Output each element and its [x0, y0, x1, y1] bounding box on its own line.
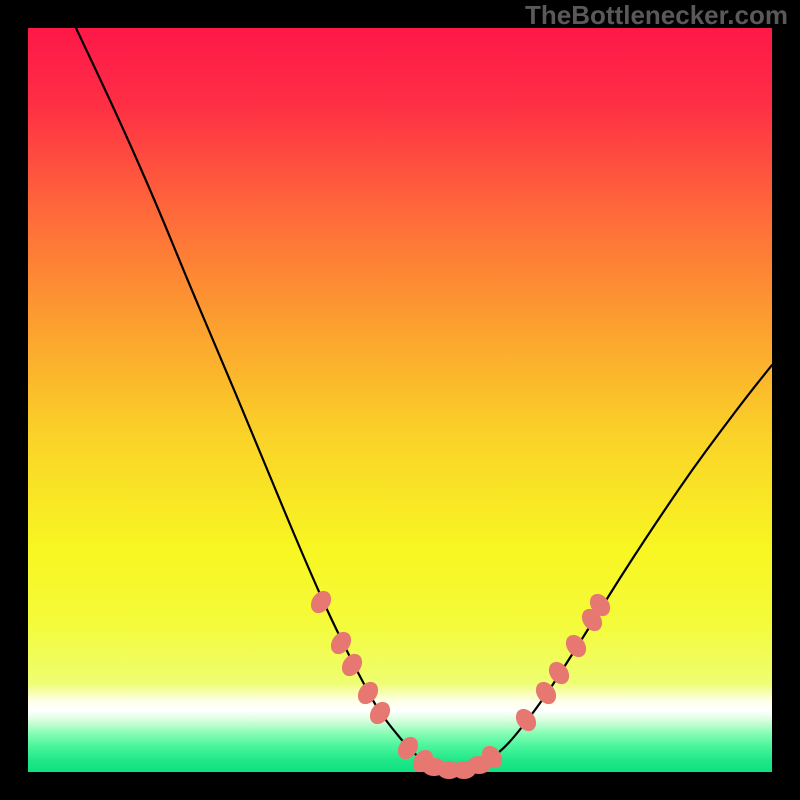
chart-frame: TheBottlenecker.com — [0, 0, 800, 800]
plot-group — [28, 28, 772, 779]
watermark-text: TheBottlenecker.com — [525, 0, 788, 31]
chart-svg — [0, 0, 800, 800]
gradient-background — [28, 28, 772, 772]
